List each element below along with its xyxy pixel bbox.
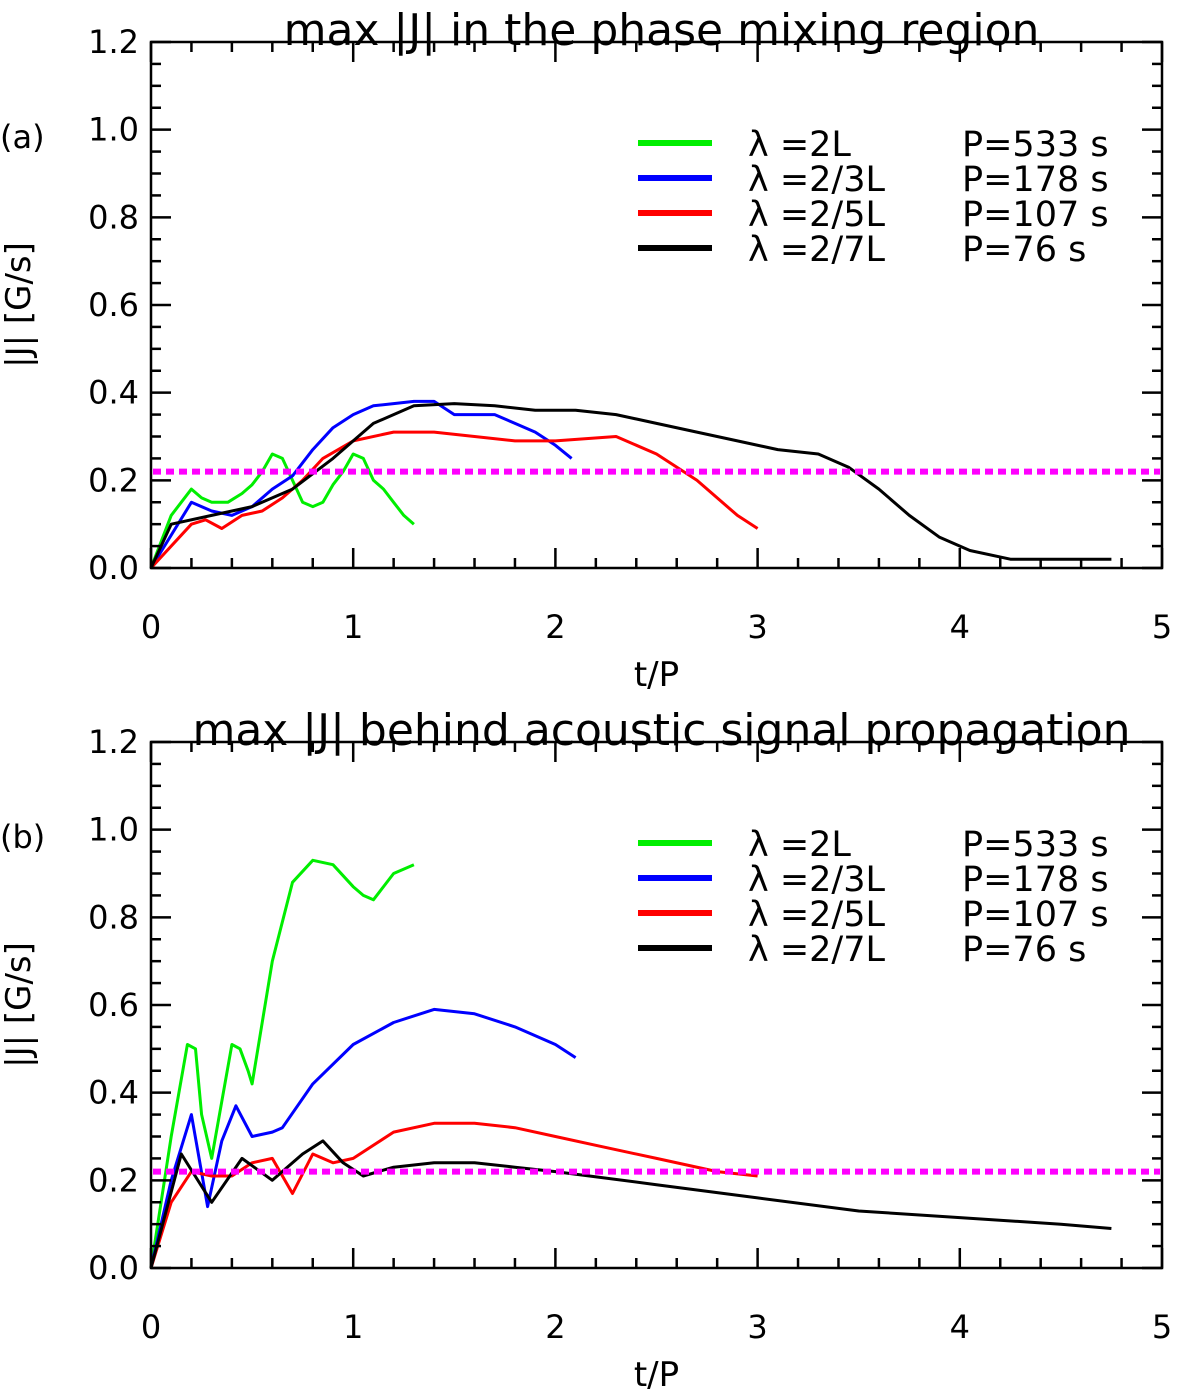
y-tick-label: 0.0 [88, 549, 139, 587]
y-tick-label: 1.0 [88, 111, 139, 149]
legend-label: λ =2L [748, 125, 851, 165]
chart-title: max |J| in the phase mixing region [284, 5, 1040, 56]
legend-period: P=178 s [962, 160, 1109, 200]
series-line-2 [149, 1121, 758, 1269]
y-tick-label: 0.2 [88, 1161, 139, 1199]
x-tick-label: 3 [747, 1308, 767, 1346]
panel-label: (b) [0, 818, 45, 856]
y-tick-label: 1.2 [88, 723, 139, 761]
legend-period: P=107 s [962, 895, 1109, 935]
x-tick-label: 4 [950, 1308, 970, 1346]
y-tick-label: 0.2 [88, 461, 139, 499]
x-tick-label: 0 [141, 608, 161, 646]
x-axis-label: t/P [634, 655, 679, 695]
legend-label: λ =2/5L [748, 895, 885, 935]
legend-period: P=107 s [962, 195, 1109, 235]
x-tick-label: 2 [545, 608, 565, 646]
series-line-3 [149, 402, 1112, 569]
series-line-3 [149, 1139, 1112, 1269]
y-tick-label: 0.4 [88, 374, 139, 412]
y-tick-label: 0.8 [88, 198, 139, 236]
legend-period: P=76 s [962, 930, 1086, 970]
x-tick-label: 1 [343, 608, 363, 646]
y-tick-label: 1.2 [88, 23, 139, 61]
y-tick-label: 0.4 [88, 1074, 139, 1112]
x-tick-label: 1 [343, 1308, 363, 1346]
panel-a: max |J| in the phase mixing region (a) 0 1 2… [0, 5, 1172, 695]
y-tick-label: 0.6 [88, 286, 139, 324]
y-tick-label: 1.0 [88, 811, 139, 849]
x-tick-label: 2 [545, 1308, 565, 1346]
x-tick-label: 5 [1152, 608, 1172, 646]
legend-period: P=76 s [962, 230, 1086, 270]
panel-label: (a) [0, 118, 45, 156]
y-axis-label: |J| [G/s] [0, 942, 39, 1068]
x-tick-label: 4 [950, 608, 970, 646]
series-line-0 [149, 452, 415, 569]
legend-label: λ =2/3L [748, 860, 885, 900]
y-tick-label: 0.0 [88, 1249, 139, 1287]
legend-period: P=533 s [962, 125, 1109, 165]
y-tick-label: 0.8 [88, 898, 139, 936]
legend-label: λ =2/3L [748, 160, 885, 200]
chart-title: max |J| behind acoustic signal propagati… [192, 705, 1130, 756]
panel-b: max |J| behind acoustic signal propagati… [0, 705, 1172, 1390]
legend-label: λ =2L [748, 825, 851, 865]
x-tick-label: 3 [747, 608, 767, 646]
legend-label: λ =2/7L [748, 230, 885, 270]
x-tick-label: 5 [1152, 1308, 1172, 1346]
y-axis-label: |J| [G/s] [0, 242, 39, 368]
series-line-1 [149, 399, 573, 569]
series-line-2 [149, 430, 759, 570]
plot-frame [149, 40, 1164, 570]
legend-period: P=533 s [962, 825, 1109, 865]
legend-label: λ =2/5L [748, 195, 885, 235]
legend-label: λ =2/7L [748, 930, 885, 970]
series-line-0 [149, 858, 415, 1269]
y-tick-label: 0.6 [88, 986, 139, 1024]
plot-frame [149, 740, 1164, 1270]
x-axis-label: t/P [634, 1355, 679, 1390]
legend-period: P=178 s [962, 860, 1109, 900]
series-line-1 [149, 1007, 577, 1269]
x-tick-label: 0 [141, 1308, 161, 1346]
